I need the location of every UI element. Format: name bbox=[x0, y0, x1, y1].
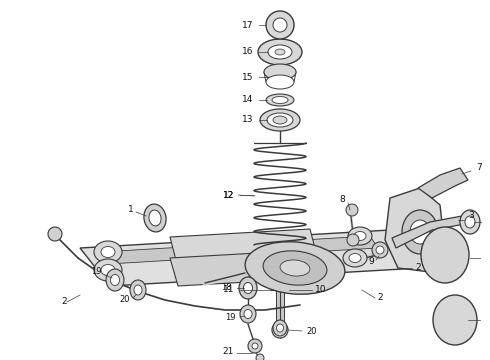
Circle shape bbox=[447, 312, 463, 328]
Circle shape bbox=[435, 245, 455, 265]
Text: 10: 10 bbox=[315, 285, 326, 294]
Circle shape bbox=[273, 18, 287, 32]
Ellipse shape bbox=[465, 216, 475, 228]
Text: 19: 19 bbox=[225, 314, 236, 323]
Text: 12: 12 bbox=[222, 190, 234, 199]
Ellipse shape bbox=[106, 269, 124, 291]
Ellipse shape bbox=[245, 242, 345, 294]
Text: 21: 21 bbox=[222, 347, 234, 356]
Ellipse shape bbox=[266, 94, 294, 106]
Polygon shape bbox=[271, 248, 289, 290]
Text: 20: 20 bbox=[306, 328, 317, 337]
Ellipse shape bbox=[263, 251, 327, 285]
Text: 11: 11 bbox=[222, 285, 234, 294]
Polygon shape bbox=[100, 236, 378, 264]
Ellipse shape bbox=[264, 64, 296, 80]
Ellipse shape bbox=[111, 274, 120, 285]
Ellipse shape bbox=[272, 322, 288, 338]
Text: 9: 9 bbox=[368, 257, 374, 266]
Polygon shape bbox=[276, 290, 284, 322]
Text: 8: 8 bbox=[339, 195, 345, 204]
Ellipse shape bbox=[273, 116, 287, 124]
Ellipse shape bbox=[101, 247, 115, 257]
Ellipse shape bbox=[410, 220, 430, 244]
Ellipse shape bbox=[272, 96, 288, 104]
Ellipse shape bbox=[258, 39, 302, 65]
Ellipse shape bbox=[275, 49, 285, 55]
Text: 1: 1 bbox=[128, 206, 134, 215]
Polygon shape bbox=[418, 168, 468, 198]
Circle shape bbox=[252, 343, 258, 349]
Circle shape bbox=[256, 354, 264, 360]
Ellipse shape bbox=[144, 204, 166, 232]
Ellipse shape bbox=[244, 310, 252, 319]
Ellipse shape bbox=[130, 280, 146, 300]
Ellipse shape bbox=[276, 326, 284, 334]
Text: 2: 2 bbox=[61, 297, 67, 306]
Text: 18: 18 bbox=[221, 284, 232, 292]
Ellipse shape bbox=[280, 260, 310, 276]
Text: 12: 12 bbox=[222, 190, 234, 199]
Ellipse shape bbox=[354, 231, 366, 240]
Text: 2: 2 bbox=[377, 293, 383, 302]
Polygon shape bbox=[170, 250, 318, 286]
Ellipse shape bbox=[266, 75, 294, 89]
Ellipse shape bbox=[239, 277, 257, 299]
Text: 19: 19 bbox=[92, 267, 102, 276]
Text: 7: 7 bbox=[476, 163, 482, 172]
Ellipse shape bbox=[343, 249, 367, 267]
Text: 2: 2 bbox=[415, 264, 421, 273]
Ellipse shape bbox=[94, 259, 122, 281]
Text: 17: 17 bbox=[242, 21, 253, 30]
Circle shape bbox=[347, 234, 359, 246]
Ellipse shape bbox=[460, 210, 480, 234]
Polygon shape bbox=[170, 229, 318, 268]
Ellipse shape bbox=[421, 227, 469, 283]
Ellipse shape bbox=[260, 109, 300, 131]
Ellipse shape bbox=[441, 304, 469, 336]
Ellipse shape bbox=[276, 324, 284, 332]
Circle shape bbox=[248, 339, 262, 353]
Ellipse shape bbox=[273, 320, 287, 336]
Circle shape bbox=[266, 11, 294, 39]
Ellipse shape bbox=[267, 113, 293, 127]
Text: 15: 15 bbox=[242, 72, 253, 81]
Polygon shape bbox=[385, 188, 445, 272]
Ellipse shape bbox=[240, 305, 256, 323]
Ellipse shape bbox=[349, 253, 361, 262]
Text: 3: 3 bbox=[468, 211, 474, 220]
Circle shape bbox=[372, 242, 388, 258]
Ellipse shape bbox=[348, 227, 372, 245]
Ellipse shape bbox=[244, 283, 252, 293]
Text: 16: 16 bbox=[242, 48, 253, 57]
Text: 20: 20 bbox=[120, 296, 130, 305]
Polygon shape bbox=[80, 230, 420, 286]
Polygon shape bbox=[392, 216, 465, 248]
Ellipse shape bbox=[430, 237, 460, 273]
Circle shape bbox=[376, 246, 384, 254]
Text: 14: 14 bbox=[242, 95, 253, 104]
Text: 13: 13 bbox=[242, 116, 253, 125]
Ellipse shape bbox=[94, 241, 122, 263]
Ellipse shape bbox=[149, 210, 161, 226]
Circle shape bbox=[346, 204, 358, 216]
Ellipse shape bbox=[268, 45, 292, 59]
Circle shape bbox=[48, 227, 62, 241]
Ellipse shape bbox=[134, 285, 142, 295]
Ellipse shape bbox=[101, 265, 115, 275]
Ellipse shape bbox=[402, 210, 438, 254]
Ellipse shape bbox=[433, 295, 477, 345]
